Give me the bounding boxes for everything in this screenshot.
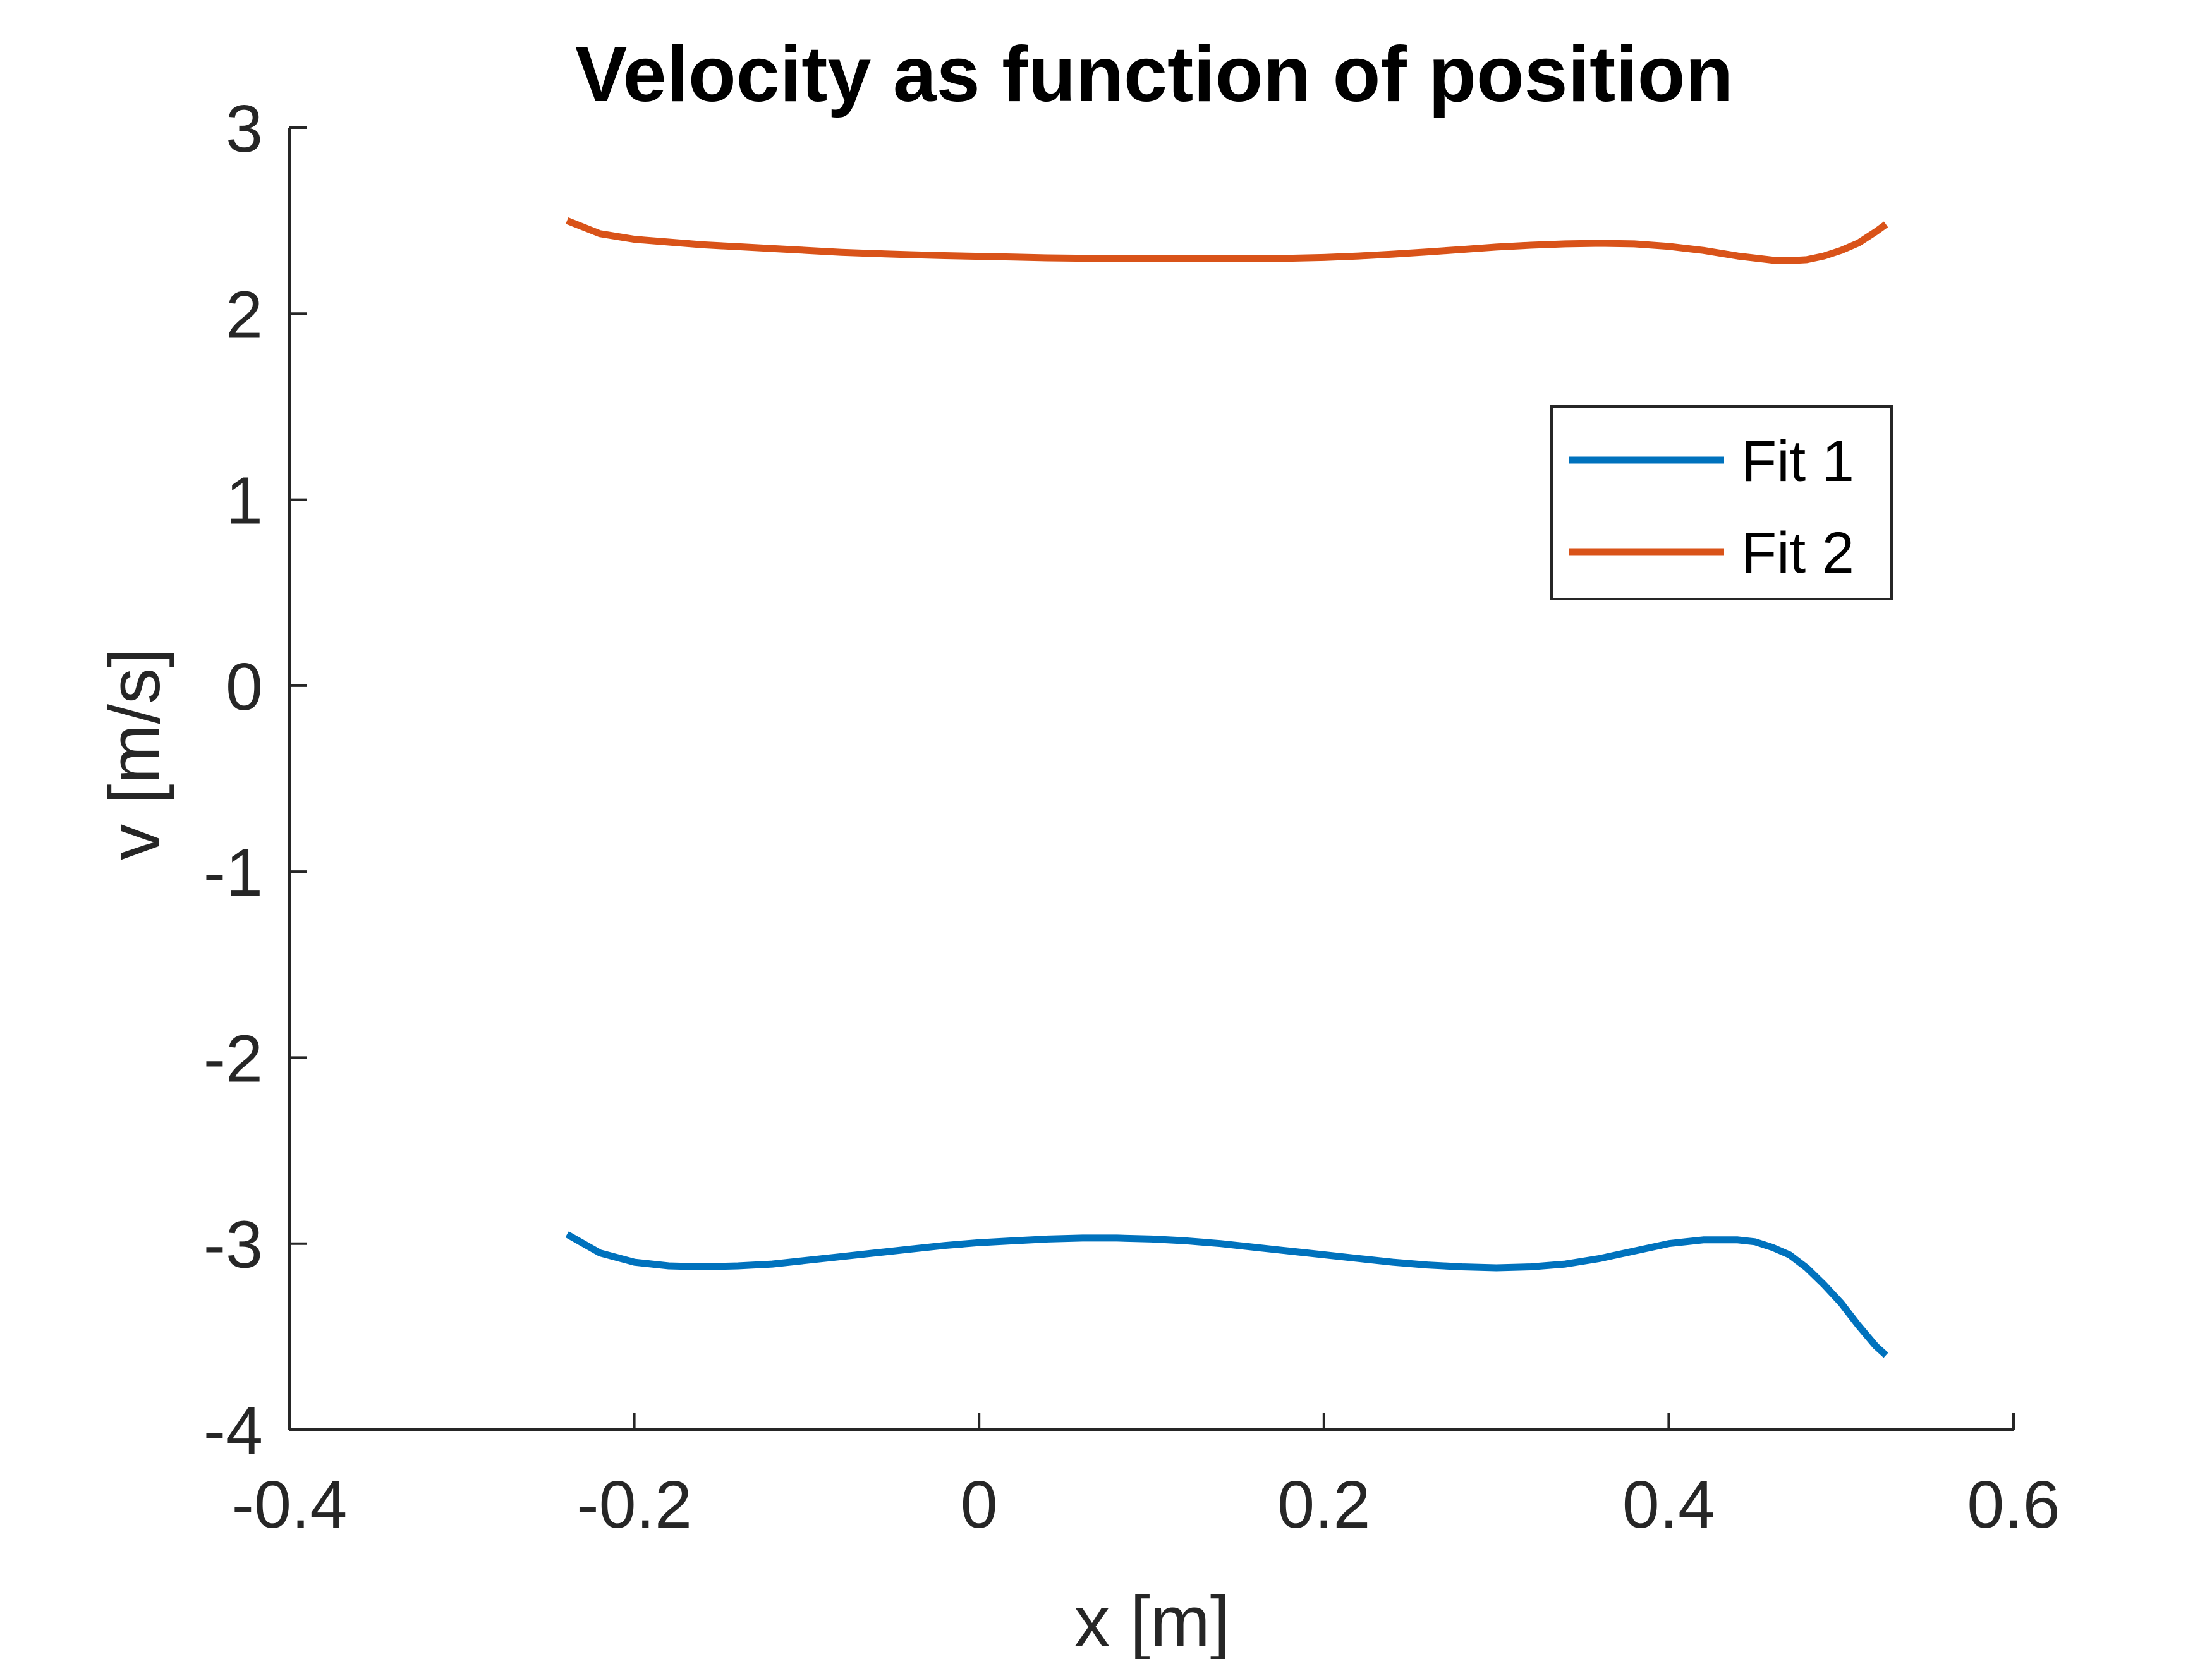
y-tick-label: 3: [226, 92, 263, 166]
y-tick-label: -3: [204, 1208, 263, 1282]
x-tick-label: 0.2: [1277, 1468, 1370, 1542]
legend-label-fit-2: Fit 2: [1741, 521, 1854, 585]
y-tick-label: 1: [226, 464, 263, 538]
legend-label-fit-1: Fit 1: [1741, 429, 1854, 494]
x-tick-label: -0.2: [576, 1468, 692, 1542]
y-tick-label: 2: [226, 277, 263, 352]
x-tick-label: 0.6: [1967, 1468, 2060, 1542]
series-line-fit-2: [566, 217, 1888, 264]
x-tick-label: 0: [961, 1468, 998, 1542]
plot-series: [565, 217, 1888, 1358]
y-axis-label: v [m/s]: [95, 648, 175, 860]
y-tick-label: -4: [204, 1394, 263, 1468]
series-line-fit-1: [565, 1231, 1888, 1358]
x-tick-label: -0.4: [232, 1468, 348, 1542]
y-tick-label: -2: [204, 1021, 263, 1096]
axes: -0.4 -0.2 0 0.2 0.4 0.6 -4 -3 -2 -1 0 1 2 3: [204, 92, 2060, 1542]
y-tick-label: -1: [204, 836, 263, 910]
x-axis-label: x [m]: [1074, 1582, 1231, 1659]
chart-title: Velocity as function of position: [575, 31, 1734, 118]
legend-box: [1550, 405, 1893, 600]
y-tick-label: 0: [226, 650, 263, 724]
x-tick-label: 0.4: [1622, 1468, 1715, 1542]
legend: Fit 1 Fit 2: [1550, 405, 1893, 600]
